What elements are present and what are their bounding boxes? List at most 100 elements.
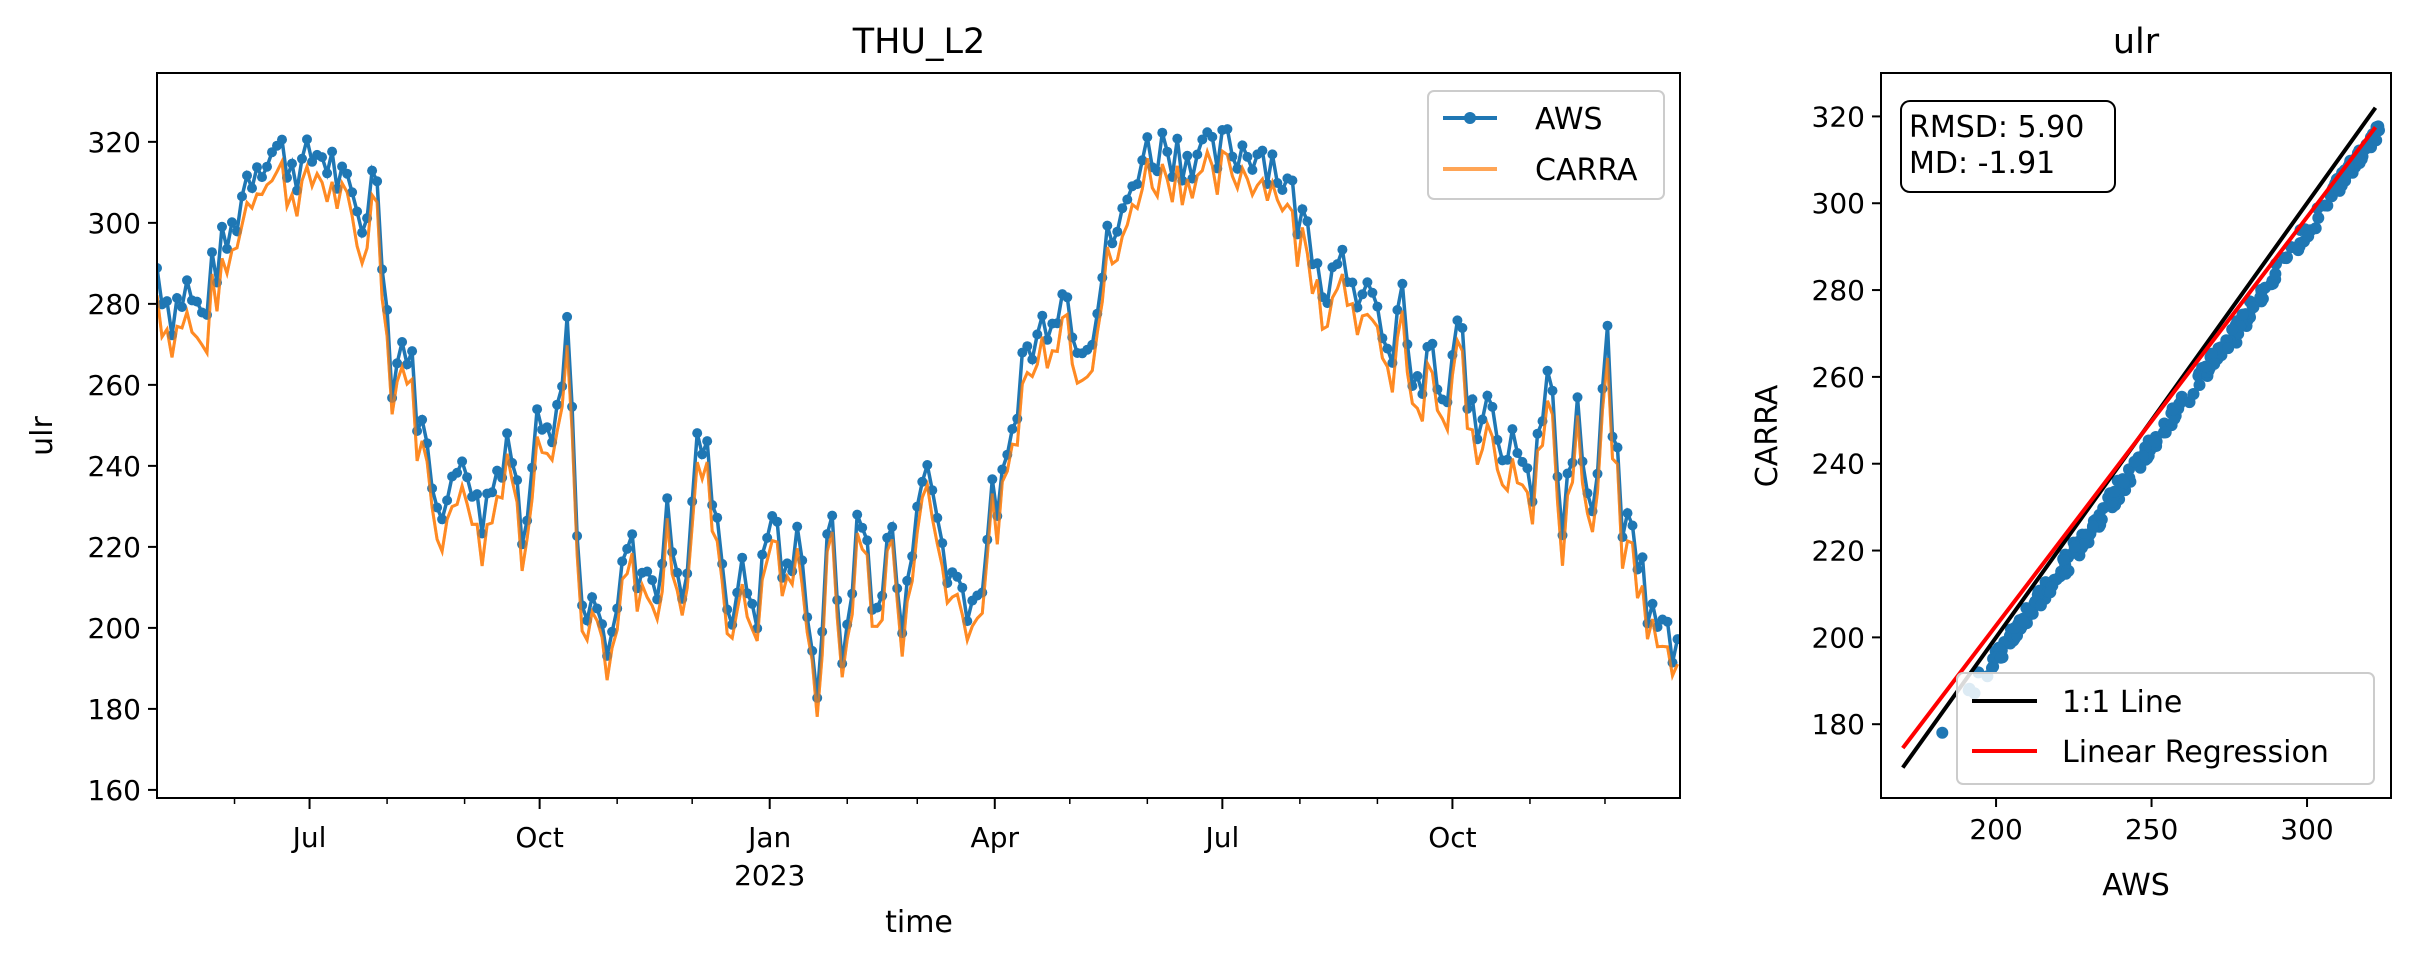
- series-aws-point: [1612, 442, 1623, 453]
- series-aws-point: [402, 359, 413, 370]
- series-aws-point: [1662, 616, 1673, 627]
- series-aws-point: [1037, 310, 1048, 321]
- series-aws-point: [462, 472, 473, 483]
- series-aws-point: [227, 217, 237, 228]
- scatter-ytick-label: 300: [1812, 187, 1865, 220]
- scatter-point: [2159, 426, 2172, 439]
- scatter-point: [1994, 651, 2007, 664]
- scatter-point: [2086, 520, 2099, 533]
- series-aws-point: [997, 464, 1008, 475]
- series-aws-point: [932, 512, 943, 523]
- series-aws-point: [772, 516, 783, 527]
- series-aws-point: [1032, 329, 1043, 340]
- series-aws-point: [712, 512, 723, 523]
- series-aws-point: [1242, 151, 1253, 162]
- scatter-point: [2333, 184, 2346, 197]
- legend-aws-label: AWS: [1535, 102, 1603, 137]
- series-aws-point: [627, 529, 638, 540]
- series-aws-point: [1532, 428, 1543, 439]
- timeseries-xtick-label: Oct: [515, 821, 563, 854]
- series-aws-point: [172, 293, 182, 303]
- scatter-xtick-label: 200: [1969, 813, 2022, 846]
- scatter-point: [2280, 252, 2293, 265]
- series-aws-point: [1372, 301, 1383, 312]
- series-aws-point: [917, 476, 928, 487]
- scatter-ytick-label: 180: [1812, 708, 1865, 741]
- series-aws-point: [1392, 305, 1403, 315]
- series-aws-point: [1102, 220, 1113, 231]
- series-aws-point: [887, 521, 898, 532]
- series-aws-point: [1522, 463, 1533, 474]
- series-aws-point: [1112, 226, 1123, 237]
- series-aws-point: [692, 428, 703, 439]
- series-aws-point: [1257, 145, 1268, 156]
- series-aws-point: [207, 247, 217, 258]
- series-aws-point: [352, 206, 363, 217]
- series-carra-line-overlay: [157, 146, 1679, 717]
- scatter-point: [2353, 154, 2366, 167]
- timeseries-ylabel: ulr: [25, 415, 60, 455]
- scatter-point: [2292, 244, 2305, 257]
- scatter-legend-box: [1956, 672, 2375, 785]
- timeseries-xtick-label: Jul: [291, 821, 327, 854]
- series-aws-point: [287, 158, 297, 169]
- series-aws-point: [1547, 385, 1558, 396]
- series-aws-point: [1622, 508, 1633, 519]
- scatter-point: [2312, 211, 2325, 224]
- scatter-point: [2173, 397, 2186, 410]
- series-aws-point: [372, 176, 383, 187]
- series-aws-point: [672, 567, 683, 578]
- series-aws-point: [1412, 371, 1423, 381]
- series-aws-point: [852, 509, 863, 520]
- series-aws-point: [262, 161, 272, 172]
- series-aws-point: [1172, 133, 1183, 144]
- series-aws-point: [302, 134, 312, 145]
- series-aws-point: [1297, 204, 1308, 215]
- series-aws-point: [1672, 634, 1680, 645]
- series-aws-point: [562, 311, 573, 322]
- series-aws-point: [857, 522, 868, 533]
- series-aws-point: [432, 502, 443, 513]
- scatter-point: [2034, 599, 2047, 612]
- series-aws-point: [1507, 424, 1518, 435]
- scatter-ytick-label: 320: [1812, 100, 1865, 133]
- series-aws-point: [1007, 424, 1018, 434]
- series-aws-point: [1637, 552, 1648, 563]
- series-aws-point: [622, 543, 633, 554]
- series-aws-point: [1427, 338, 1438, 349]
- series-aws-point: [1457, 323, 1468, 333]
- series-aws-point: [1022, 341, 1033, 352]
- scatter-point: [2093, 508, 2106, 521]
- timeseries-xtick-label: Jan: [746, 821, 791, 854]
- timeseries-ytick-label: 180: [88, 693, 141, 726]
- series-aws-point: [1602, 320, 1613, 331]
- series-aws-point: [1627, 520, 1638, 531]
- series-aws-point: [397, 337, 408, 347]
- timeseries-xlabel: time: [885, 905, 953, 940]
- series-aws-point: [792, 521, 803, 532]
- series-aws-point: [762, 532, 773, 543]
- series-aws-point: [442, 495, 453, 506]
- series-aws-point: [157, 263, 162, 273]
- timeseries-xtick-label: Apr: [971, 821, 1020, 854]
- timeseries-ytick-label: 220: [88, 531, 141, 564]
- scatter-point: [2193, 379, 2206, 391]
- series-aws-point: [1647, 598, 1658, 609]
- scatter-point: [1936, 726, 1949, 739]
- timeseries-ytick-label: 200: [88, 612, 141, 645]
- scatter-panel: ulr 180 200 220 240 260 280 300 320 200 250 300 C…: [1750, 22, 2392, 903]
- series-aws-point: [542, 422, 553, 433]
- series-aws-point: [1117, 203, 1128, 214]
- series-aws-point: [327, 146, 338, 157]
- series-aws-point: [307, 156, 318, 167]
- series-aws-point: [217, 221, 227, 232]
- scatter-point: [2199, 360, 2212, 373]
- timeseries-ytick-label: 160: [88, 774, 141, 807]
- series-aws-point: [1222, 124, 1233, 135]
- series-aws-point: [502, 428, 513, 439]
- series-aws-point: [1382, 343, 1393, 354]
- series-aws-point: [1062, 292, 1073, 303]
- series-aws-point: [277, 134, 287, 145]
- series-aws-point: [1452, 315, 1463, 326]
